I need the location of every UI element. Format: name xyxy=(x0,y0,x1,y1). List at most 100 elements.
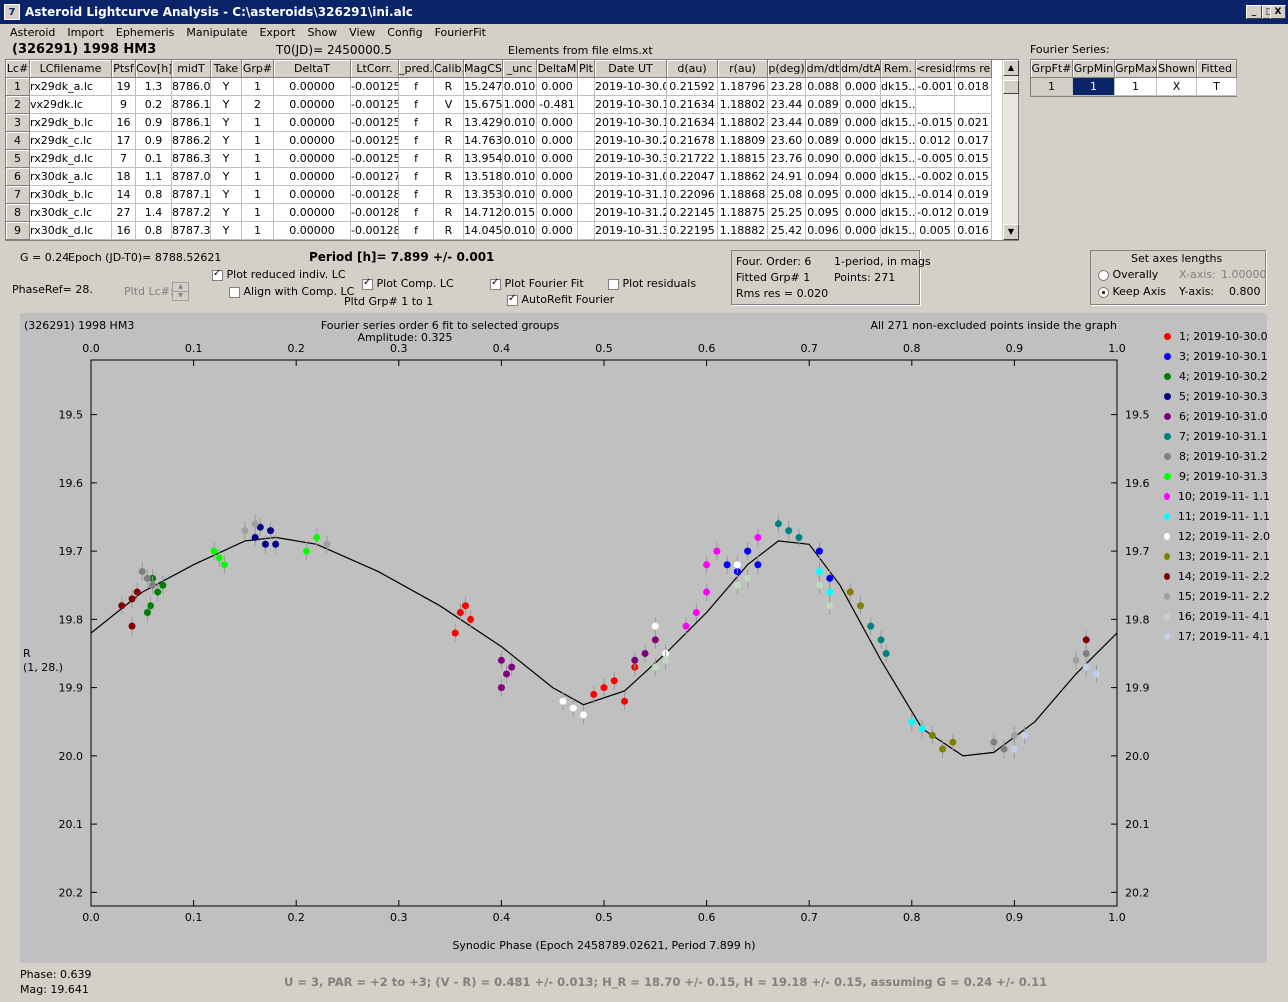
table-cell[interactable]: 1 xyxy=(242,204,274,222)
table-cell[interactable]: 19 xyxy=(112,78,136,96)
fourier-col-header[interactable]: GrpMax xyxy=(1115,60,1157,78)
table-cell[interactable]: 1 xyxy=(242,132,274,150)
table-cell[interactable]: dk15... xyxy=(881,222,916,240)
table-cell[interactable]: 8787.2 xyxy=(172,204,211,222)
plot-resid-checkbox[interactable] xyxy=(608,278,619,290)
table-cell[interactable]: f xyxy=(399,168,434,186)
plot-fourier-row[interactable]: Plot Fourier Fit xyxy=(490,277,584,290)
table-cell[interactable]: 1 xyxy=(242,150,274,168)
table-cell[interactable]: Y xyxy=(211,132,242,150)
table-cell[interactable]: R xyxy=(434,168,464,186)
col-header[interactable]: Plt xyxy=(578,60,595,78)
table-cell[interactable] xyxy=(578,114,595,132)
fourier-col-header[interactable]: Fitted xyxy=(1197,60,1237,78)
table-cell[interactable]: 0.018 xyxy=(955,78,992,96)
table-cell[interactable]: dk15... xyxy=(881,168,916,186)
table-cell[interactable]: V xyxy=(434,96,464,114)
table-cell[interactable]: -0.00125 xyxy=(351,114,399,132)
table-cell[interactable]: 8786.0 xyxy=(172,78,211,96)
table-cell[interactable]: Y xyxy=(211,222,242,240)
table-cell[interactable]: 0.22145 xyxy=(667,204,718,222)
table-cell[interactable]: 0.095 xyxy=(806,204,841,222)
table-cell[interactable]: -0.00125 xyxy=(351,96,399,114)
row-header[interactable]: 8 xyxy=(6,204,30,222)
table-cell[interactable] xyxy=(916,96,955,114)
fourier-col-header[interactable]: GrpFt# xyxy=(1031,60,1073,78)
table-cell[interactable]: R xyxy=(434,204,464,222)
col-header[interactable]: Cov[h] xyxy=(136,60,172,78)
col-header[interactable]: Take xyxy=(211,60,242,78)
table-cell[interactable]: 0.000 xyxy=(841,204,881,222)
table-cell[interactable]: 0.010 xyxy=(503,150,537,168)
table-cell[interactable]: 23.60 xyxy=(768,132,806,150)
plot-reduced-checkbox[interactable] xyxy=(212,268,223,281)
table-cell[interactable]: -0.014 xyxy=(916,186,955,204)
table-cell[interactable]: 0.000 xyxy=(841,132,881,150)
table-cell[interactable]: 0.010 xyxy=(503,186,537,204)
table-cell[interactable] xyxy=(578,168,595,186)
table-cell[interactable]: 16 xyxy=(112,114,136,132)
table-cell[interactable]: 1 xyxy=(242,114,274,132)
table-cell[interactable]: 25.08 xyxy=(768,186,806,204)
row-header[interactable]: 7 xyxy=(6,186,30,204)
table-cell[interactable]: 8786.1 xyxy=(172,96,211,114)
col-header[interactable]: Lc# xyxy=(6,60,30,78)
table-cell[interactable]: 13.429 xyxy=(464,114,503,132)
table-cell[interactable]: 0.000 xyxy=(537,204,578,222)
table-cell[interactable]: 1.18868 xyxy=(718,186,768,204)
col-header[interactable]: r(au) xyxy=(718,60,768,78)
table-cell[interactable]: 16 xyxy=(112,222,136,240)
table-cell[interactable]: 1.18802 xyxy=(718,96,768,114)
table-cell[interactable]: 0.21678 xyxy=(667,132,718,150)
fourier-cell[interactable]: 1 xyxy=(1115,78,1157,96)
table-cell[interactable]: 0.00000 xyxy=(274,150,351,168)
table-cell[interactable]: -0.001 xyxy=(916,78,955,96)
pltd-lc-spinner[interactable]: ▲ ▼ xyxy=(172,282,189,301)
table-cell[interactable]: 0.000 xyxy=(537,132,578,150)
x-axis-value[interactable]: 1.00000 xyxy=(1221,268,1267,281)
table-cell[interactable] xyxy=(578,78,595,96)
table-cell[interactable]: vx29dk.lc xyxy=(30,96,112,114)
table-cell[interactable]: dk15... xyxy=(881,132,916,150)
table-cell[interactable]: 23.44 xyxy=(768,96,806,114)
table-cell[interactable]: 0.00000 xyxy=(274,204,351,222)
table-cell[interactable]: f xyxy=(399,204,434,222)
table-cell[interactable]: 1 xyxy=(242,222,274,240)
table-cell[interactable]: 27 xyxy=(112,204,136,222)
table-cell[interactable]: 0.019 xyxy=(955,204,992,222)
table-cell[interactable]: 0.088 xyxy=(806,78,841,96)
plot-resid-row[interactable]: Plot residuals xyxy=(608,277,696,290)
table-cell[interactable]: 0.089 xyxy=(806,114,841,132)
table-cell[interactable]: 14 xyxy=(112,186,136,204)
table-cell[interactable]: 0.21722 xyxy=(667,150,718,168)
col-header[interactable]: DeltaT xyxy=(274,60,351,78)
table-cell[interactable]: 0.010 xyxy=(503,114,537,132)
table-cell[interactable]: R xyxy=(434,132,464,150)
table-cell[interactable]: 0.21592 xyxy=(667,78,718,96)
table-cell[interactable]: 18 xyxy=(112,168,136,186)
table-cell[interactable]: 1.18862 xyxy=(718,168,768,186)
col-header[interactable]: midT xyxy=(172,60,211,78)
fourier-cell[interactable]: T xyxy=(1197,78,1237,96)
table-cell[interactable]: 0.000 xyxy=(841,150,881,168)
table-cell[interactable] xyxy=(955,96,992,114)
table-cell[interactable]: 0.22096 xyxy=(667,186,718,204)
table-cell[interactable]: f xyxy=(399,132,434,150)
col-header[interactable]: p(deg) xyxy=(768,60,806,78)
fourier-col-header[interactable]: GrpMin xyxy=(1073,60,1115,78)
table-cell[interactable]: 8786.2 xyxy=(172,132,211,150)
table-cell[interactable]: rx29dk_d.lc xyxy=(30,150,112,168)
table-cell[interactable]: 0.000 xyxy=(537,150,578,168)
table-cell[interactable]: 0.00000 xyxy=(274,114,351,132)
keep-axis-radio[interactable] xyxy=(1098,286,1109,298)
table-cell[interactable]: 1.1 xyxy=(136,168,172,186)
row-header[interactable]: 9 xyxy=(6,222,30,240)
y-axis-value[interactable]: 0.800 xyxy=(1229,285,1261,298)
table-cell[interactable]: 0.012 xyxy=(916,132,955,150)
table-cell[interactable] xyxy=(578,222,595,240)
table-cell[interactable]: 8787.3 xyxy=(172,222,211,240)
table-cell[interactable]: 2 xyxy=(242,96,274,114)
table-cell[interactable]: rx30dk_c.lc xyxy=(30,204,112,222)
table-cell[interactable]: f xyxy=(399,222,434,240)
table-cell[interactable]: rx29dk_a.lc xyxy=(30,78,112,96)
